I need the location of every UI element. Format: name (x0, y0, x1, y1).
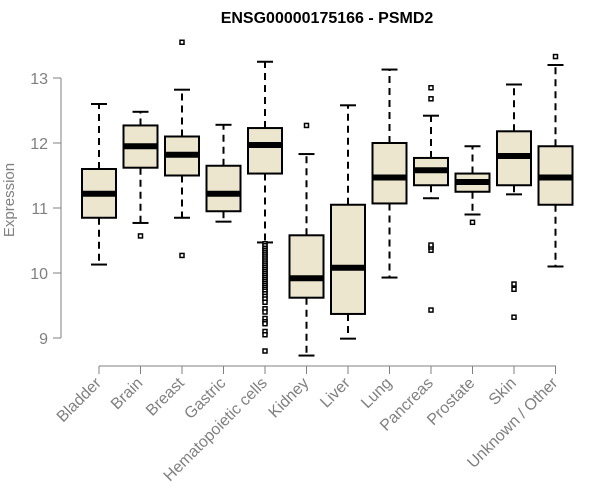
outlier-point (262, 320, 268, 327)
outlier-point (179, 39, 185, 45)
y-tick-label: 12 (30, 136, 48, 153)
box-group (81, 103, 117, 266)
outlier-point (262, 348, 268, 354)
outlier-point (262, 332, 268, 338)
iqr-box (247, 127, 283, 175)
x-tick-label: Skin (486, 375, 520, 409)
box-group (247, 60, 283, 354)
x-tick-label: Breast (143, 374, 188, 419)
outlier-point (179, 252, 185, 259)
outlier-point (511, 281, 517, 287)
y-tick-label: 13 (30, 71, 48, 88)
y-axis-ticks: 9 10 11 12 13 (30, 71, 61, 348)
iqr-box (205, 164, 242, 213)
box-group (122, 110, 159, 239)
chart-title: ENSG00000175166 - PSMD2 (221, 10, 434, 27)
outlier-point (262, 309, 268, 315)
x-tick-label: Kidney (266, 375, 313, 422)
y-tick-label: 10 (30, 266, 48, 283)
x-tick-label: Bladder (54, 374, 105, 425)
box-group (454, 145, 491, 226)
outlier-point (428, 96, 434, 102)
outlier-point (262, 299, 268, 305)
box-group (537, 53, 574, 268)
boxes-layer (81, 39, 574, 357)
iqr-box (371, 142, 408, 205)
box-group (164, 39, 200, 259)
x-tick-label: Lung (358, 375, 395, 412)
x-tick-label: Liver (317, 374, 354, 411)
box-group (288, 122, 325, 357)
y-tick-label: 11 (31, 201, 48, 218)
outlier-point (137, 233, 144, 239)
y-axis-label: Expression (1, 163, 18, 237)
outlier-point (428, 307, 434, 313)
outlier-point (469, 219, 476, 226)
iqr-box (330, 203, 366, 315)
box-group (496, 83, 532, 320)
box-group (205, 123, 242, 223)
box-group (330, 104, 366, 340)
outlier-point (511, 314, 517, 320)
box-group (413, 85, 449, 313)
outlier-point (428, 242, 434, 248)
outlier-point (428, 85, 434, 91)
y-tick-label: 9 (39, 331, 48, 348)
box-group (371, 68, 408, 279)
outlier-point (303, 122, 310, 129)
x-tick-label: Brain (108, 375, 146, 413)
outlier-point (552, 53, 559, 60)
iqr-box (288, 234, 325, 299)
outlier-point (511, 286, 517, 292)
